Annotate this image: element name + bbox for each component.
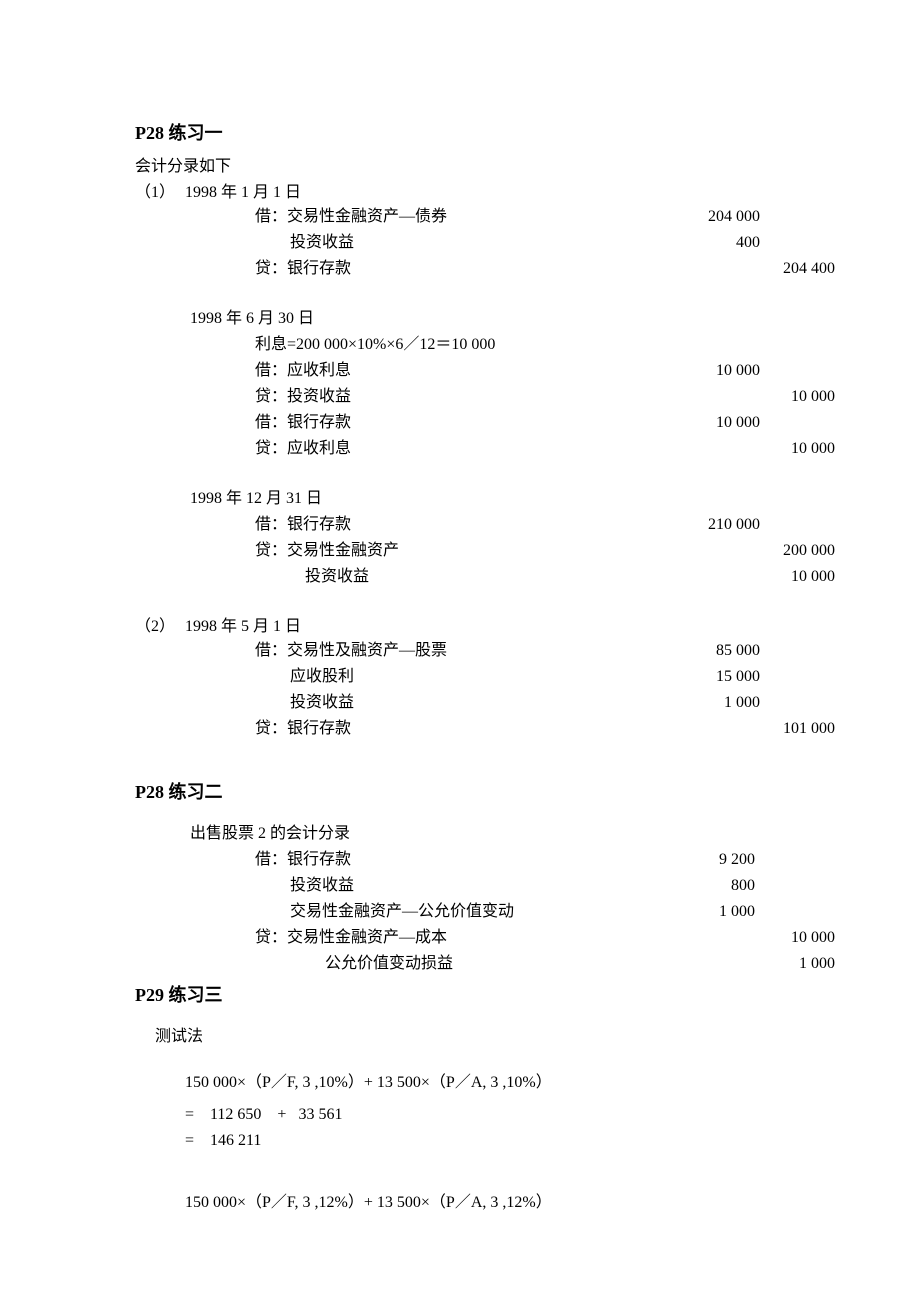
debit-amount: 85 000 <box>690 639 760 663</box>
credit-amount: 204 400 <box>755 257 835 281</box>
credit-amount: 200 000 <box>755 539 835 563</box>
debit-amount: 10 000 <box>690 359 760 383</box>
debit-amount: 400 <box>690 231 760 255</box>
credit-amount: 1 000 <box>755 952 835 976</box>
debit-amount: 15 000 <box>690 665 760 689</box>
credit-amount: 10 000 <box>755 565 835 589</box>
credit-amount: 10 000 <box>755 385 835 409</box>
account-label: 贷：应收利息 <box>135 437 351 461</box>
account-label: 贷：交易性金融资产—成本 <box>135 926 447 950</box>
entry-row: 贷：银行存款 204 400 <box>135 257 785 281</box>
exercise-3-heading: P29 练习三 <box>135 982 785 1009</box>
entry-row: 借：银行存款 10 000 <box>135 411 785 435</box>
credit-amount: 101 000 <box>755 717 835 741</box>
part-1-date-2: 1998 年 6 月 30 日 <box>135 307 785 331</box>
entry-row: 应收股利 15 000 <box>135 665 785 689</box>
account-label: 投资收益 <box>135 231 354 255</box>
account-label: 借：应收利息 <box>135 359 351 383</box>
entry-row: 投资收益 10 000 <box>135 565 785 589</box>
part-2-marker: （2） <box>135 615 185 639</box>
exercise-1-heading: P28 练习一 <box>135 120 785 147</box>
entry-row: 贷：交易性金融资产—成本 10 000 <box>135 926 785 950</box>
entry-row: 交易性金融资产—公允价值变动 1 000 <box>135 900 785 924</box>
part-1-date-3: 1998 年 12 月 31 日 <box>135 487 785 511</box>
part-1-date-1: 1998 年 1 月 1 日 <box>185 181 301 205</box>
calc-line: 150 000×（P／F, 3 ,12%）+ 13 500×（P／A, 3 ,1… <box>135 1191 785 1215</box>
entry-row: 贷：投资收益 10 000 <box>135 385 785 409</box>
account-label: 投资收益 <box>135 874 354 898</box>
entry-row: 贷：银行存款 101 000 <box>135 717 785 741</box>
account-label: 公允价值变动损益 <box>135 952 453 976</box>
entry-row: 投资收益 400 <box>135 231 785 255</box>
debit-amount: 204 000 <box>690 205 760 229</box>
entry-row: 借：交易性及融资产—股票 85 000 <box>135 639 785 663</box>
debit-amount: 210 000 <box>690 513 760 537</box>
account-label: 贷：投资收益 <box>135 385 351 409</box>
account-label: 借：交易性及融资产—股票 <box>135 639 447 663</box>
part-1-marker: （1） <box>135 181 185 205</box>
exercise-1-intro: 会计分录如下 <box>135 155 785 179</box>
part-2-date-1: 1998 年 5 月 1 日 <box>185 615 301 639</box>
exercise-2-intro: 出售股票 2 的会计分录 <box>135 822 785 846</box>
debit-amount: 1 000 <box>690 691 760 715</box>
entry-row: 借：应收利息 10 000 <box>135 359 785 383</box>
account-label: 借：银行存款 <box>135 513 351 537</box>
calc-line: = 146 211 <box>135 1129 785 1153</box>
calc-line: 150 000×（P／F, 3 ,10%）+ 13 500×（P／A, 3 ,1… <box>135 1071 785 1095</box>
credit-amount: 10 000 <box>755 437 835 461</box>
debit-amount: 1 000 <box>695 900 755 924</box>
account-label: 贷：银行存款 <box>135 257 351 281</box>
entry-row: 借：银行存款 210 000 <box>135 513 785 537</box>
account-label: 借：银行存款 <box>135 848 351 872</box>
account-label: 借：银行存款 <box>135 411 351 435</box>
account-label: 投资收益 <box>135 691 354 715</box>
account-label: 贷：交易性金融资产 <box>135 539 399 563</box>
account-label: 借：交易性金融资产—债券 <box>135 205 447 229</box>
debit-amount: 10 000 <box>690 411 760 435</box>
account-label: 交易性金融资产—公允价值变动 <box>135 900 514 924</box>
exercise-2-heading: P28 练习二 <box>135 779 785 806</box>
entry-row: 公允价值变动损益 1 000 <box>135 952 785 976</box>
account-label: 投资收益 <box>135 565 369 589</box>
entry-row: 贷：交易性金融资产 200 000 <box>135 539 785 563</box>
debit-amount: 9 200 <box>695 848 755 872</box>
account-label: 贷：银行存款 <box>135 717 351 741</box>
entry-row: 借：交易性金融资产—债券 204 000 <box>135 205 785 229</box>
calc-line: = 112 650 + 33 561 <box>135 1103 785 1127</box>
part-1-row: （1） 1998 年 1 月 1 日 <box>135 181 785 205</box>
account-label: 应收股利 <box>135 665 354 689</box>
debit-amount: 800 <box>695 874 755 898</box>
entry-row: 贷：应收利息 10 000 <box>135 437 785 461</box>
entry-row: 借：银行存款 9 200 <box>135 848 785 872</box>
part-2-row: （2） 1998 年 5 月 1 日 <box>135 615 785 639</box>
interest-calculation: 利息=200 000×10%×6／12＝10 000 <box>135 333 785 357</box>
entry-row: 投资收益 1 000 <box>135 691 785 715</box>
credit-amount: 10 000 <box>755 926 835 950</box>
entry-row: 投资收益 800 <box>135 874 785 898</box>
exercise-3-method: 测试法 <box>135 1025 785 1049</box>
